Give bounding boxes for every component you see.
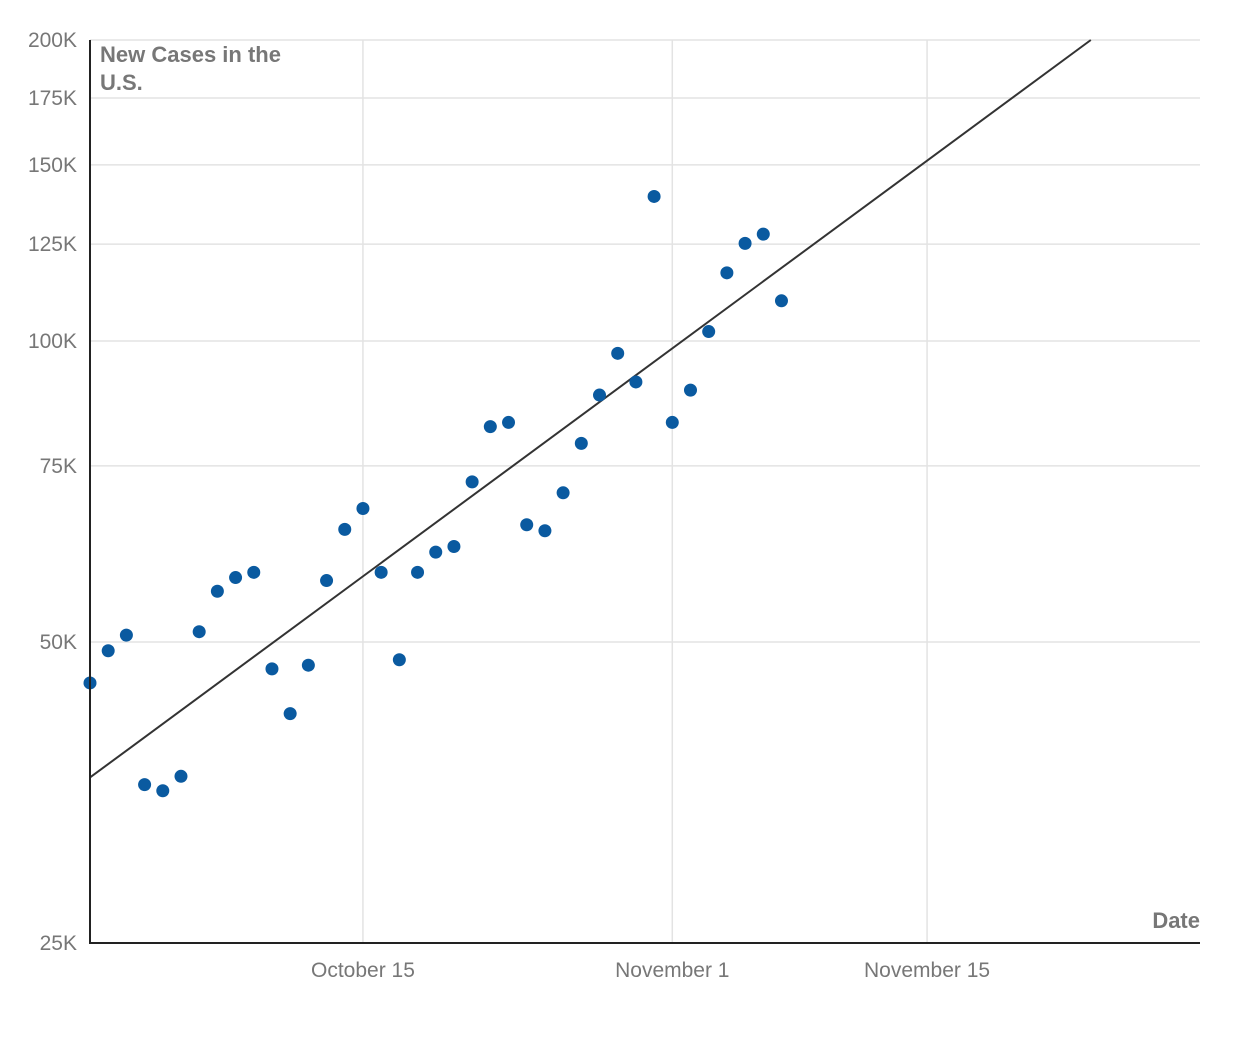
data-point — [702, 325, 716, 339]
data-point — [593, 388, 607, 402]
data-point — [665, 415, 679, 429]
data-point — [538, 524, 552, 538]
data-point — [429, 545, 443, 559]
data-point — [210, 584, 224, 598]
y-axis-title-line-2: U.S. — [100, 70, 143, 95]
data-point — [738, 236, 752, 250]
data-point — [574, 436, 588, 450]
data-point — [101, 644, 115, 658]
axes — [89, 40, 1200, 944]
data-point — [192, 625, 206, 639]
data-point — [374, 565, 388, 579]
data-point — [611, 346, 625, 360]
data-point — [301, 658, 315, 672]
data-point — [520, 518, 534, 532]
data-point — [338, 522, 352, 536]
y-tick-label: 175K — [28, 87, 77, 110]
y-tick-label: 75K — [40, 455, 77, 478]
data-point — [283, 707, 297, 721]
x-axis-title: Date — [1152, 908, 1200, 933]
data-point — [502, 415, 516, 429]
data-point — [483, 420, 497, 434]
x-tick-label: November 15 — [864, 959, 990, 982]
data-point — [465, 475, 479, 489]
x-tick-label: November 1 — [615, 959, 729, 982]
data-point — [320, 574, 334, 588]
y-tick-label: 125K — [28, 233, 77, 256]
data-point — [629, 375, 643, 389]
y-axis-title-line-1: New Cases in the — [100, 42, 281, 67]
data-point — [156, 784, 170, 798]
data-point — [556, 486, 570, 500]
trendline — [89, 39, 1092, 779]
data-point — [119, 628, 133, 642]
y-tick-label: 200K — [28, 29, 77, 52]
gridlines — [90, 39, 1200, 943]
data-point — [174, 769, 188, 783]
data-point — [356, 501, 370, 515]
data-point — [647, 189, 661, 203]
data-point — [774, 294, 788, 308]
trendline-group — [89, 39, 1092, 779]
data-point — [683, 383, 697, 397]
data-point — [265, 662, 279, 676]
data-points — [83, 189, 788, 798]
data-point — [411, 565, 425, 579]
data-point — [447, 539, 461, 553]
data-point — [756, 227, 770, 241]
y-tick-label: 25K — [40, 932, 77, 955]
tick-labels: 25K 50K 75K 100K 125K 150K 175K 200K October 15 N… — [28, 29, 990, 982]
y-tick-label: 50K — [40, 631, 77, 654]
x-tick-label: October 15 — [311, 959, 415, 982]
data-point — [392, 653, 406, 667]
y-tick-label: 150K — [28, 154, 77, 177]
y-tick-label: 100K — [28, 330, 77, 353]
data-point — [720, 266, 734, 280]
data-point — [138, 778, 152, 792]
data-point — [247, 565, 261, 579]
data-point — [229, 571, 243, 585]
